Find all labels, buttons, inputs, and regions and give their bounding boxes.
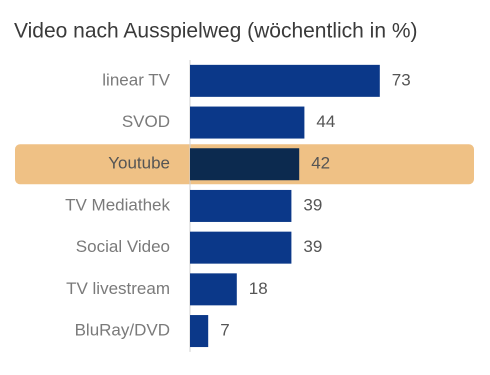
bar: [190, 231, 292, 264]
category-label: Social Video: [76, 237, 170, 256]
value-label: 42: [311, 154, 330, 173]
chart-title: Video nach Ausspielweg (wöchentlich in %…: [14, 20, 418, 43]
category-label: TV livestream: [66, 279, 170, 298]
value-label: 39: [303, 237, 322, 256]
category-label: SVOD: [122, 112, 170, 131]
category-label: Youtube: [108, 154, 170, 173]
value-label: 39: [303, 195, 322, 214]
bar: [190, 106, 305, 139]
value-label: 73: [392, 70, 411, 89]
bar: [190, 273, 237, 306]
value-label: 7: [220, 321, 229, 340]
bar: [190, 64, 380, 97]
bar: [190, 148, 300, 181]
category-label: BluRay/DVD: [75, 321, 170, 340]
value-label: 18: [249, 279, 268, 298]
bar: [190, 315, 209, 348]
category-label: TV Mediathek: [65, 195, 170, 214]
value-label: 44: [316, 112, 335, 131]
category-label: linear TV: [102, 70, 170, 89]
bar: [190, 189, 292, 222]
